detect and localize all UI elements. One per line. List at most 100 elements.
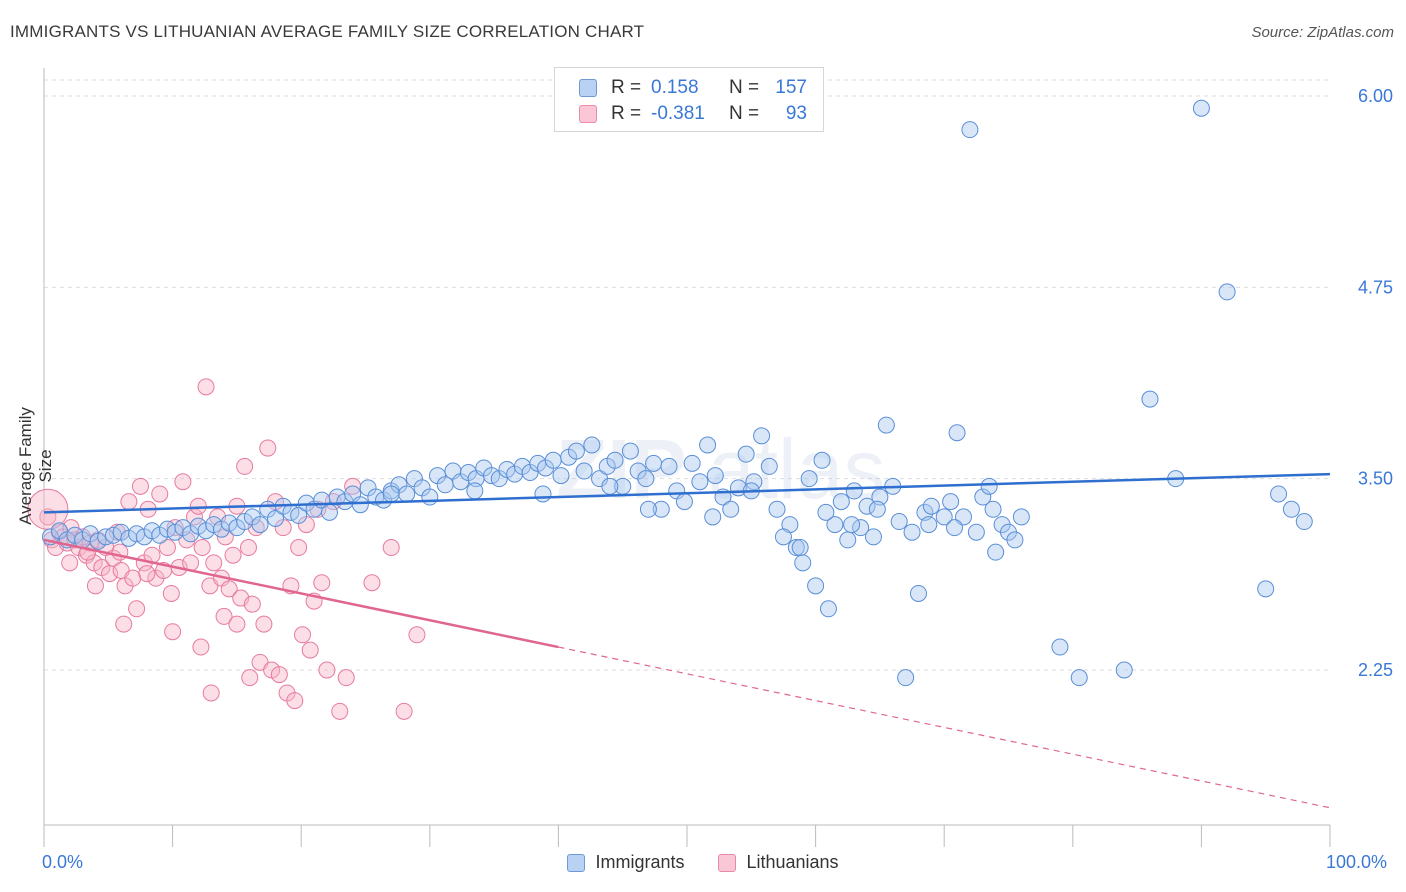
immigrants-point — [544, 451, 562, 469]
immigrants-point — [817, 503, 835, 521]
x-axis-min-label: 0.0% — [42, 852, 84, 872]
lithuanians-point — [138, 565, 156, 583]
immigrants-point — [800, 470, 818, 488]
lithuanians-point — [301, 641, 319, 659]
lithuanians-point — [408, 626, 426, 644]
immigrants-point — [832, 493, 850, 511]
immigrants-point — [266, 509, 284, 527]
trend-lines — [43, 472, 1331, 809]
immigrants-point — [942, 493, 960, 511]
legend-label-immigrants: Immigrants — [595, 852, 685, 872]
immigrants-point — [787, 539, 805, 557]
immigrants-point — [868, 500, 886, 518]
legend-row-lithuanians: R = -0.381 N = 93 — [579, 102, 807, 126]
immigrants-point — [852, 519, 870, 537]
lithuanians-point — [158, 539, 176, 557]
legend-item-immigrants[interactable]: Immigrants — [567, 852, 684, 873]
immigrants-point — [737, 445, 755, 463]
lithuanians-point — [286, 692, 304, 710]
lithuanians-point — [241, 669, 259, 687]
immigrants-point — [920, 516, 938, 534]
lithuanians-point — [193, 539, 211, 557]
immigrants-point — [290, 506, 308, 524]
lithuanians-point — [197, 378, 215, 396]
immigrants-point — [807, 577, 825, 595]
immigrants-point — [760, 457, 778, 475]
lithuanians-point — [270, 666, 288, 684]
y-tick-label: 2.25 — [1358, 660, 1393, 680]
lithuanians-point — [120, 493, 138, 511]
immigrants-point — [819, 600, 837, 618]
legend-label-lithuanians: Lithuanians — [746, 852, 839, 872]
immigrants-point — [251, 516, 269, 534]
lithuanians-point — [337, 669, 355, 687]
immigrants-point — [466, 482, 484, 500]
immigrants-point — [421, 488, 439, 506]
y-tick-labels: 2.25 3.50 4.75 6.00 — [1358, 86, 1393, 680]
immigrants-point — [967, 523, 985, 541]
immigrants-point — [768, 500, 786, 518]
immigrants-point — [1006, 531, 1024, 549]
lithuanians-point — [216, 528, 234, 546]
immigrants-points — [41, 99, 1313, 687]
legend-row-immigrants: R = 0.158 N = 157 — [579, 76, 807, 100]
watermark-light: atlas — [708, 422, 885, 516]
immigrants-point — [645, 454, 663, 472]
immigrants-point — [1141, 390, 1159, 408]
x-axis-max-label: 100.0% — [1326, 852, 1388, 872]
chart-title: IMMIGRANTS VS LITHUANIAN AVERAGE FAMILY … — [10, 22, 645, 41]
legend-n-value: 157 — [775, 77, 807, 98]
lithuanians-point — [331, 702, 349, 720]
immigrants-point — [691, 473, 709, 491]
immigrants-point — [601, 477, 619, 495]
immigrants-point — [398, 485, 416, 503]
immigrants-point — [639, 500, 657, 518]
immigrants-point — [1070, 669, 1088, 687]
lithuanians-point — [224, 546, 242, 564]
legend-swatch-lithuanians — [579, 105, 597, 123]
immigrants-point — [987, 543, 1005, 561]
lithuanians-point — [162, 584, 180, 602]
immigrants-point — [351, 496, 369, 514]
immigrants-point — [675, 493, 693, 511]
immigrants-point — [637, 470, 655, 488]
immigrants-point — [583, 436, 601, 454]
immigrants-point — [1257, 580, 1275, 598]
immigrants-point — [706, 467, 724, 485]
immigrants-point — [722, 500, 740, 518]
immigrants-point — [877, 416, 895, 434]
lithuanians-point — [61, 554, 79, 572]
lithuanians-point — [164, 623, 182, 641]
lithuanians-point — [228, 615, 246, 633]
series-legend: Immigrants Lithuanians — [0, 852, 1406, 873]
lithuanians-point — [395, 702, 413, 720]
immigrants-point — [552, 467, 570, 485]
immigrants-point — [774, 528, 792, 546]
immigrants-point — [1192, 99, 1210, 117]
watermark-bold: ZIP — [556, 422, 687, 516]
lithuanians-point — [243, 595, 261, 613]
immigrants-point — [974, 488, 992, 506]
lithuanians-point — [202, 684, 220, 702]
immigrants-point — [922, 497, 940, 515]
immigrants-point — [845, 482, 863, 500]
legend-n-value: 93 — [785, 103, 807, 124]
immigrants-point — [1115, 661, 1133, 679]
immigrants-point — [320, 503, 338, 521]
legend-item-lithuanians[interactable]: Lithuanians — [718, 852, 839, 873]
immigrants-point — [683, 454, 701, 472]
legend-swatch-immigrants — [579, 79, 597, 97]
immigrants-point — [839, 531, 857, 549]
immigrants-point — [864, 528, 882, 546]
immigrants-point — [704, 508, 722, 526]
lithuanians-point — [363, 574, 381, 592]
immigrants-point — [984, 500, 1002, 518]
lithuanians-point — [293, 626, 311, 644]
immigrants-point — [575, 462, 593, 480]
lithuanians-point — [259, 439, 277, 457]
immigrants-point — [652, 500, 670, 518]
immigrants-point — [794, 554, 812, 572]
y-tick-label: 3.50 — [1358, 469, 1393, 489]
immigrants-point — [606, 451, 624, 469]
